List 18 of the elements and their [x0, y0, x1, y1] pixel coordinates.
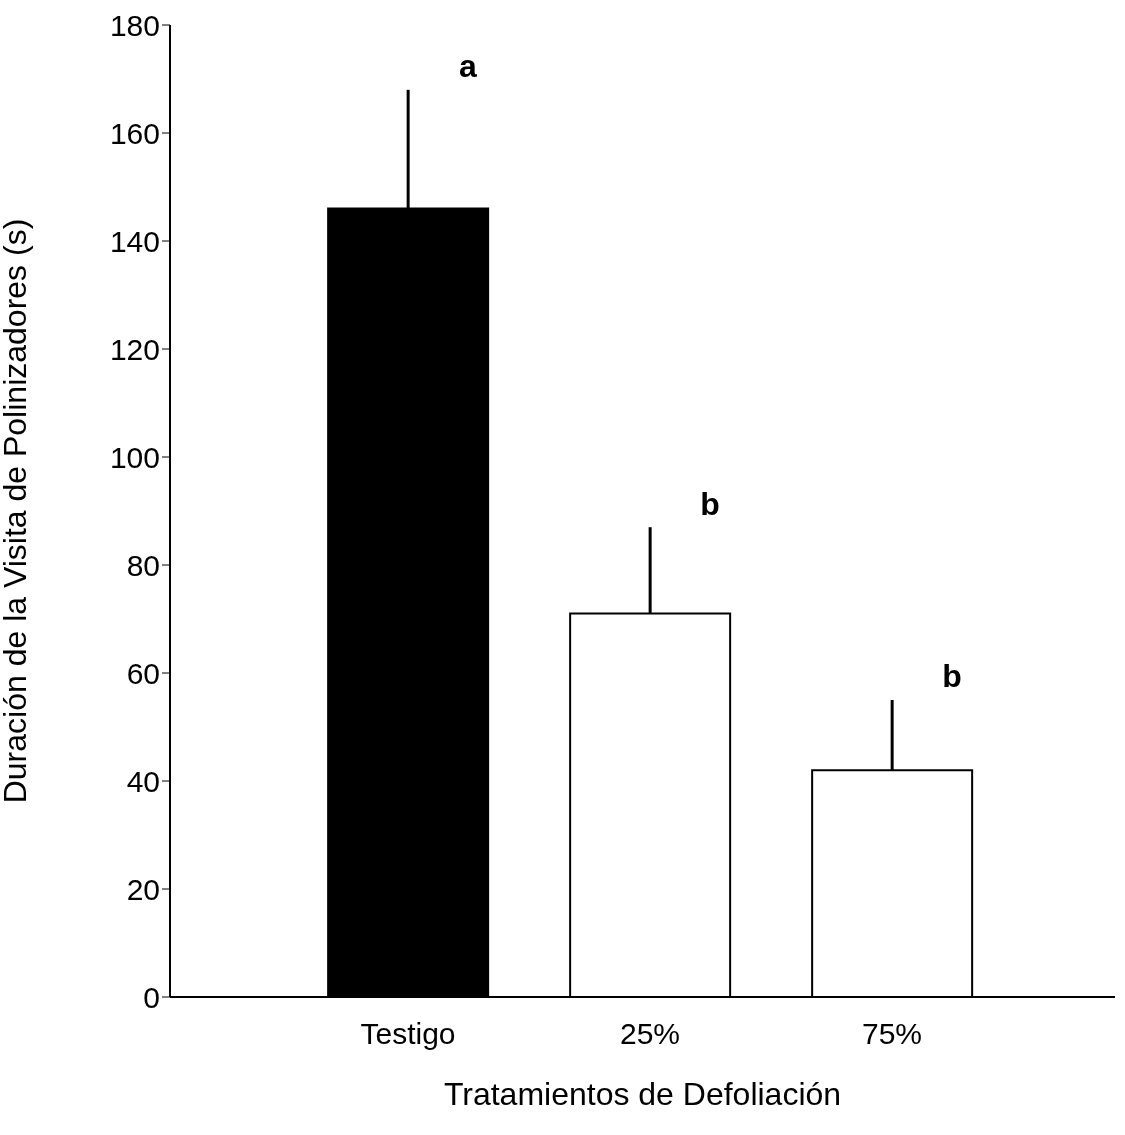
annotation: b [942, 658, 962, 695]
x-tick-label: 75% [861, 1017, 923, 1051]
y-tick-label: 0 [143, 980, 160, 1014]
y-tick-label: 80 [126, 548, 160, 582]
y-tick-label: 140 [109, 224, 160, 258]
y-tick-label: 160 [109, 116, 160, 150]
x-tick-label: 25% [619, 1017, 681, 1051]
x-tick-label: Testigo [360, 1017, 456, 1051]
annotation: a [459, 48, 478, 85]
y-axis-title: Duración de la Visita de Polinizadores (s) [0, 218, 34, 804]
annotation: b [700, 485, 720, 522]
x-axis-title: Tratamientos de Defoliación [443, 1076, 842, 1112]
y-tick-label: 20 [126, 872, 160, 906]
y-tick-label: 60 [126, 656, 160, 690]
y-tick-label: 120 [109, 332, 160, 366]
y-tick-label: 180 [109, 8, 160, 42]
y-tick-label: 100 [109, 440, 160, 474]
y-tick-label: 40 [126, 764, 160, 798]
